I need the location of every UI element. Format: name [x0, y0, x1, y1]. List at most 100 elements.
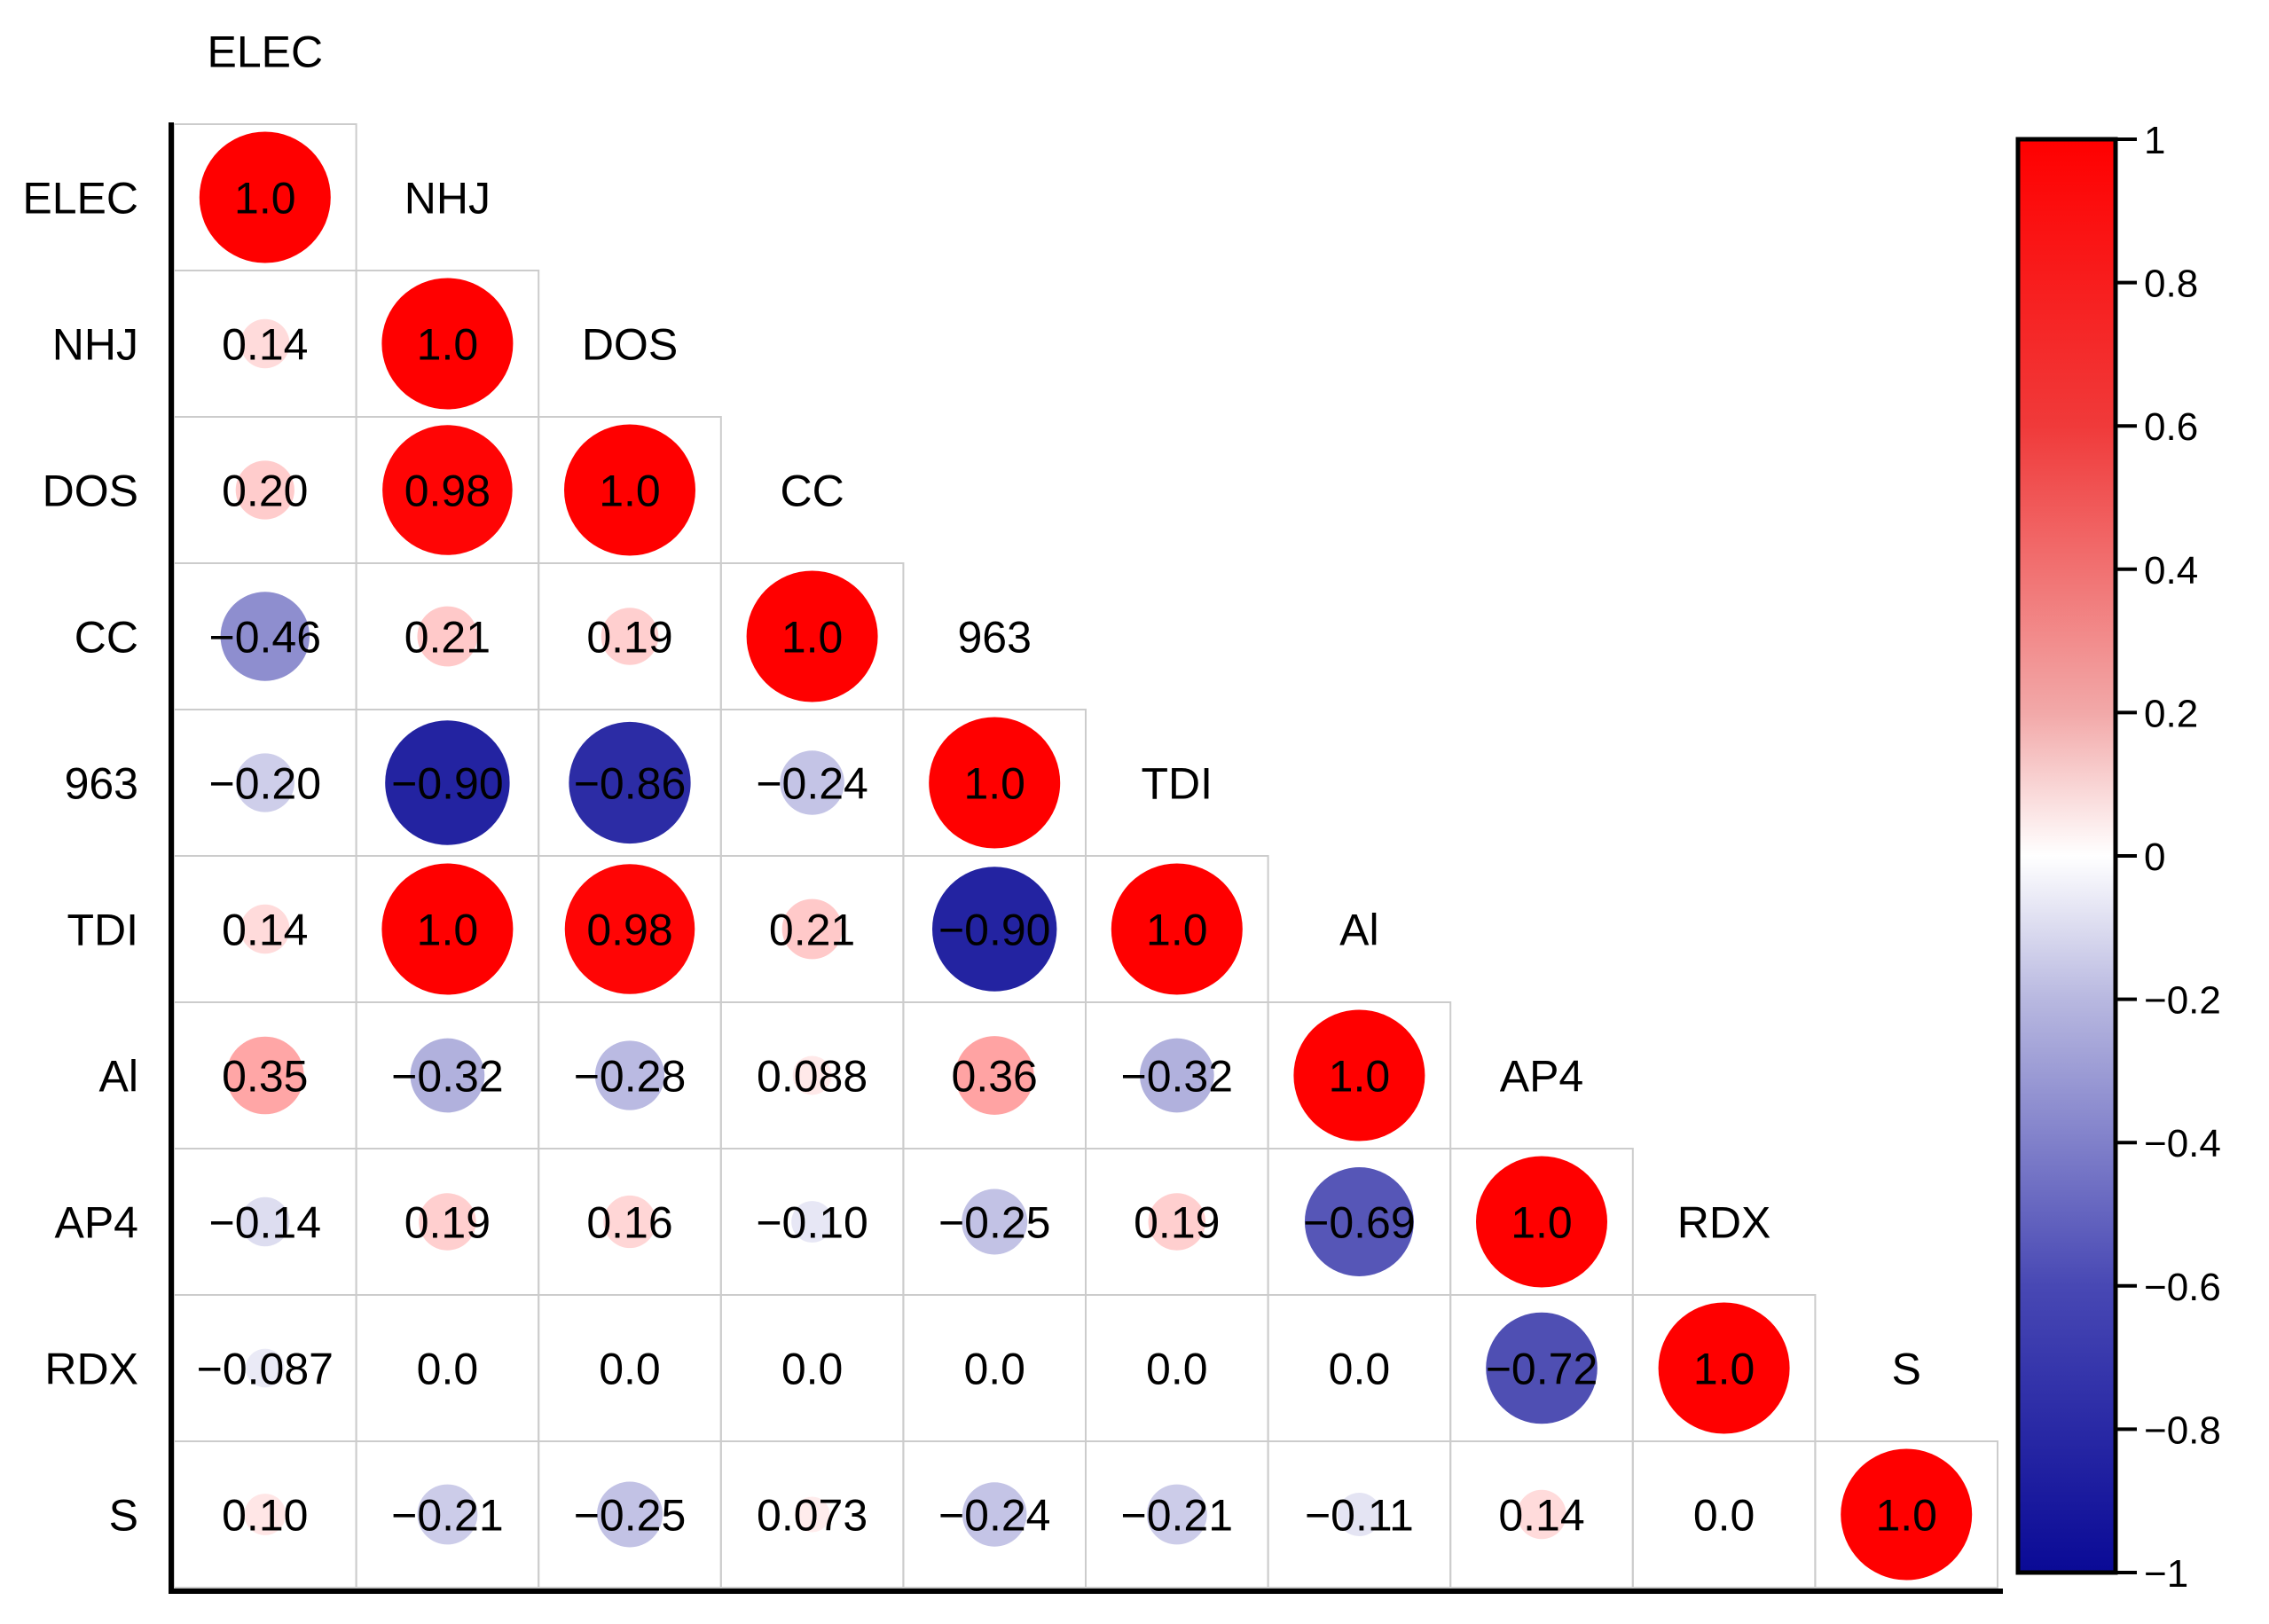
correlation-value: 0.14: [1498, 1491, 1584, 1541]
correlation-circle: [597, 1481, 663, 1548]
row-label: 963: [65, 759, 138, 809]
correlation-value: −0.90: [391, 759, 504, 809]
colorbar-gradient: [2018, 139, 2116, 1573]
correlation-circle: [240, 318, 290, 369]
correlation-circle: [962, 1189, 1028, 1255]
correlation-circle: [381, 863, 514, 995]
correlation-circle: [780, 750, 844, 815]
correlation-circle: [240, 1196, 290, 1247]
column-label: NHJ: [404, 174, 491, 224]
correlation-value: 1.0: [417, 906, 479, 955]
colorbar-tick-label: 0.6: [2144, 405, 2198, 449]
colorbar-tick-label: 0.8: [2144, 263, 2198, 306]
correlation-value: −0.28: [574, 1052, 687, 1102]
correlation-value: 0.19: [404, 1198, 491, 1248]
correlation-circle: [419, 1193, 476, 1251]
row-label: RDX: [44, 1345, 138, 1394]
row-label: TDI: [67, 906, 138, 955]
grid-cell: [1814, 1440, 1999, 1589]
correlation-value: −0.11: [1305, 1491, 1414, 1541]
correlation-circle: [235, 460, 294, 520]
correlation-value: 0.19: [1134, 1198, 1220, 1248]
correlation-value: 0.10: [222, 1491, 308, 1541]
row-label: CC: [75, 613, 138, 663]
correlation-value: 0.14: [222, 906, 308, 955]
row-label: DOS: [43, 467, 138, 516]
correlation-value: −0.087: [197, 1345, 334, 1394]
correlation-value: 1.0: [1875, 1491, 1937, 1541]
correlation-value: −0.25: [938, 1198, 1051, 1248]
correlation-circle: [569, 721, 691, 844]
correlation-value: 0.14: [222, 320, 308, 370]
correlation-value: −0.21: [1121, 1491, 1234, 1541]
correlation-value: 0.0: [781, 1345, 844, 1394]
correlation-circle: [931, 867, 1057, 992]
correlation-value: 0.16: [586, 1198, 672, 1248]
row-label: AP4: [54, 1198, 138, 1248]
correlation-value: −0.25: [574, 1491, 687, 1541]
row-label: S: [109, 1491, 138, 1541]
correlation-circle: [1111, 863, 1243, 995]
correlation-circle: [1486, 1312, 1598, 1424]
correlation-circle: [245, 1348, 285, 1388]
correlation-circle: [220, 592, 310, 681]
correlation-circle: [385, 720, 510, 845]
correlation-value: 1.0: [599, 467, 661, 516]
correlation-circle: [1146, 1484, 1207, 1545]
column-label: DOS: [582, 320, 678, 370]
correlation-value: 1.0: [1511, 1198, 1573, 1248]
correlation-value: 0.088: [757, 1052, 868, 1102]
correlation-circle: [791, 1201, 834, 1243]
row-label: Al: [99, 1052, 138, 1102]
colorbar-tick-label: −0.4: [2144, 1122, 2221, 1165]
correlation-circle: [1139, 1038, 1214, 1113]
correlation-value: 0.21: [769, 906, 855, 955]
correlation-value: −0.32: [391, 1052, 504, 1102]
column-label: CC: [780, 467, 844, 516]
colorbar-tick-label: −1: [2144, 1552, 2188, 1596]
correlation-value: −0.24: [938, 1491, 1051, 1541]
correlation-value: −0.90: [938, 906, 1051, 955]
correlation-circle: [564, 424, 695, 556]
correlation-value: −0.20: [209, 759, 322, 809]
correlation-circle: [244, 1494, 287, 1535]
correlation-circle: [382, 425, 513, 555]
correlation-circle: [794, 1496, 830, 1533]
correlation-circle: [381, 278, 514, 410]
correlation-circle: [1337, 1492, 1381, 1537]
row-label: NHJ: [52, 320, 138, 370]
correlation-circle: [199, 131, 331, 263]
correlation-value: 0.0: [963, 1345, 1025, 1394]
correlation-value: 0.36: [952, 1052, 1038, 1102]
correlation-value: 1.0: [1329, 1052, 1391, 1102]
correlation-value: 1.0: [417, 320, 479, 370]
circle-layer: [199, 131, 1973, 1581]
correlation-circle: [1476, 1156, 1607, 1288]
correlation-value: 1.0: [963, 759, 1025, 809]
correlation-value: 0.20: [222, 467, 308, 516]
correlation-value: 0.21: [404, 613, 491, 663]
correlation-circle: [603, 1195, 656, 1249]
correlation-value: 0.98: [586, 906, 672, 955]
colorbar-tick-label: −0.8: [2144, 1408, 2221, 1452]
correlation-value: 0.0: [599, 1345, 661, 1394]
correlation-value: 1.0: [1146, 906, 1208, 955]
correlation-value: −0.69: [1303, 1198, 1416, 1248]
correlation-value: −0.72: [1486, 1345, 1598, 1394]
correlation-circle: [1148, 1193, 1206, 1251]
correlation-value: 1.0: [1693, 1345, 1755, 1394]
correlation-value: 0.98: [404, 467, 491, 516]
label-layer: ELEC NHJ DOS CC 963 TDI Al AP4 RDX S ELEC NHJ DOS CC 9…: [22, 27, 1921, 1541]
correlation-circle: [1841, 1448, 1973, 1581]
row-label: ELEC: [22, 174, 138, 224]
correlation-circle: [962, 1482, 1027, 1547]
column-label: ELEC: [207, 27, 323, 77]
correlation-value: 1.0: [781, 613, 844, 663]
correlation-circle: [1517, 1489, 1566, 1540]
correlation-value: −0.21: [391, 1491, 504, 1541]
correlation-circle: [226, 1036, 304, 1115]
colorbar-tick-label: −0.2: [2144, 979, 2221, 1023]
column-label: S: [1892, 1345, 1921, 1394]
colorbar-tick-label: 0.2: [2144, 692, 2198, 735]
